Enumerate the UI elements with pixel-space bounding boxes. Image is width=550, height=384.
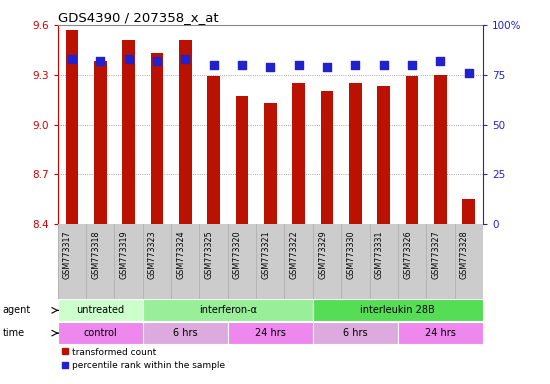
Text: GSM773331: GSM773331: [375, 230, 384, 279]
Text: GSM773317: GSM773317: [63, 230, 72, 279]
Bar: [292, 83, 305, 224]
Point: [124, 56, 133, 62]
Bar: [398, 322, 483, 344]
Point: [294, 62, 303, 68]
Bar: [377, 86, 390, 224]
Point: [351, 62, 360, 68]
Bar: [434, 75, 447, 224]
Bar: [264, 103, 277, 224]
Text: GSM773322: GSM773322: [290, 230, 299, 279]
Text: 6 hrs: 6 hrs: [173, 328, 197, 338]
Text: interleukin 28B: interleukin 28B: [360, 305, 435, 315]
Bar: [122, 40, 135, 224]
Bar: [65, 30, 78, 224]
Text: time: time: [3, 328, 25, 338]
Bar: [58, 322, 143, 344]
Point: [96, 58, 104, 64]
Text: control: control: [84, 328, 117, 338]
Point: [464, 70, 473, 76]
Text: agent: agent: [3, 305, 31, 315]
Point: [408, 62, 416, 68]
Text: GSM773318: GSM773318: [91, 230, 100, 279]
Point: [181, 56, 190, 62]
Point: [68, 56, 76, 62]
Text: GSM773329: GSM773329: [318, 230, 327, 279]
Bar: [94, 61, 107, 224]
Point: [436, 58, 445, 64]
Point: [209, 62, 218, 68]
Text: GSM773323: GSM773323: [148, 230, 157, 279]
Text: 24 hrs: 24 hrs: [425, 328, 456, 338]
Text: GSM773330: GSM773330: [346, 230, 355, 279]
Text: GSM773328: GSM773328: [460, 230, 469, 279]
Text: GSM773321: GSM773321: [261, 230, 271, 279]
Point: [323, 64, 332, 70]
Point: [238, 62, 246, 68]
Bar: [228, 322, 313, 344]
Bar: [151, 53, 163, 224]
Text: GSM773320: GSM773320: [233, 230, 242, 279]
Bar: [58, 300, 143, 321]
Point: [266, 64, 275, 70]
Text: GDS4390 / 207358_x_at: GDS4390 / 207358_x_at: [58, 11, 218, 24]
Text: untreated: untreated: [76, 305, 124, 315]
Bar: [207, 76, 220, 224]
Bar: [143, 300, 313, 321]
Bar: [321, 91, 333, 224]
Text: 6 hrs: 6 hrs: [343, 328, 367, 338]
Bar: [313, 322, 398, 344]
Legend: transformed count, percentile rank within the sample: transformed count, percentile rank withi…: [62, 348, 226, 370]
Text: GSM773324: GSM773324: [177, 230, 185, 279]
Text: GSM773327: GSM773327: [431, 230, 441, 279]
Text: interferon-α: interferon-α: [199, 305, 257, 315]
Text: GSM773319: GSM773319: [119, 230, 129, 279]
Bar: [349, 83, 362, 224]
Point: [152, 58, 161, 64]
Bar: [406, 76, 419, 224]
Bar: [463, 199, 475, 224]
Text: GSM773325: GSM773325: [205, 230, 213, 279]
Text: GSM773326: GSM773326: [403, 230, 412, 279]
Text: 24 hrs: 24 hrs: [255, 328, 286, 338]
Bar: [313, 300, 483, 321]
Bar: [179, 40, 191, 224]
Bar: [235, 96, 249, 224]
Point: [379, 62, 388, 68]
Bar: [143, 322, 228, 344]
